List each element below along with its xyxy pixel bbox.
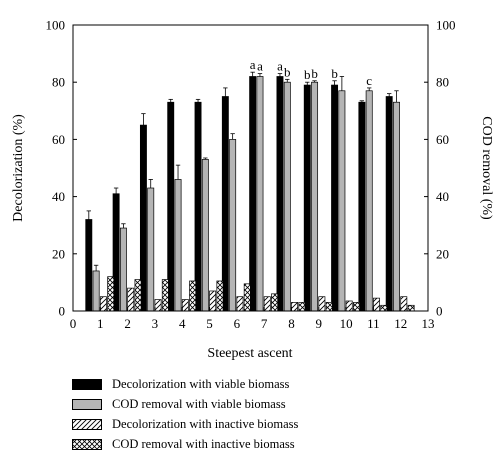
bar-inactive-cod xyxy=(161,279,169,312)
bar-inactive-decolorization xyxy=(345,300,353,312)
y-tick-label-right: 80 xyxy=(436,75,449,90)
significance-label: b xyxy=(304,67,311,82)
bar-viable-cod xyxy=(92,270,100,312)
bar-inactive-decolorization xyxy=(373,297,380,312)
significance-label: b xyxy=(284,64,291,79)
x-tick-label: 1 xyxy=(97,316,104,331)
bar-viable-cod xyxy=(174,179,182,312)
bar-inactive-decolorization xyxy=(263,296,271,312)
bar-viable-cod xyxy=(256,76,264,312)
significance-label: a xyxy=(277,59,283,74)
bar-viable-cod xyxy=(229,139,237,312)
bar-inactive-cod xyxy=(325,302,333,312)
bar-viable-cod xyxy=(311,81,319,312)
plot-frame xyxy=(72,24,429,312)
bar-inactive-decolorization xyxy=(99,296,107,312)
bar-viable-cod xyxy=(365,90,373,312)
y-tick-label-left: 80 xyxy=(52,75,65,90)
bar-viable-decolorization xyxy=(85,219,93,312)
x-tick-label: 5 xyxy=(206,316,213,331)
bar-viable-decolorization xyxy=(303,84,311,312)
bar-inactive-decolorization xyxy=(291,302,299,312)
bar-viable-decolorization xyxy=(221,96,229,312)
bar-inactive-decolorization xyxy=(236,296,244,312)
bar-viable-cod xyxy=(119,227,127,312)
significance-label: b xyxy=(311,66,318,81)
bar-viable-decolorization xyxy=(194,101,202,312)
legend-item: COD removal with viable biomass xyxy=(72,396,392,412)
bar-viable-decolorization xyxy=(249,76,257,312)
bar-viable-cod xyxy=(283,81,291,312)
bar-viable-cod xyxy=(338,90,346,312)
bar-inactive-decolorization xyxy=(154,299,162,312)
bar-inactive-decolorization xyxy=(209,290,217,312)
x-tick-label: 2 xyxy=(124,316,131,331)
x-tick-label: 12 xyxy=(394,316,407,331)
bar-viable-decolorization xyxy=(358,101,366,312)
legend-swatch-viable-decolorization xyxy=(72,378,102,390)
bar-viable-cod xyxy=(147,187,155,312)
y-tick-label-left: 20 xyxy=(52,246,65,261)
bar-inactive-cod xyxy=(271,293,279,312)
bar-inactive-cod xyxy=(134,279,142,312)
bar-inactive-decolorization xyxy=(181,299,189,312)
bar-viable-decolorization xyxy=(385,96,393,312)
legend-swatch-viable-cod xyxy=(72,398,102,410)
x-tick-label: 13 xyxy=(422,316,435,331)
bar-inactive-cod xyxy=(353,302,360,312)
bar-viable-decolorization xyxy=(276,76,284,312)
y-tick-label-left: 60 xyxy=(52,132,65,147)
legend-label: Decolorization with inactive biomass xyxy=(112,416,299,431)
x-tick-label: 3 xyxy=(152,316,159,331)
bar-inactive-cod xyxy=(380,304,388,312)
y-tick-label-right: 40 xyxy=(436,189,449,204)
y-tick-label-right: 100 xyxy=(436,18,456,33)
y-tick-label-left: 40 xyxy=(52,189,65,204)
legend-swatch-inactive-decolorization xyxy=(72,418,102,430)
significance-label: c xyxy=(366,73,372,88)
legend-label: COD removal with inactive biomass xyxy=(112,436,295,451)
x-tick-label: 11 xyxy=(367,316,380,331)
x-tick-label: 0 xyxy=(70,316,77,331)
legend-item: Decolorization with inactive biomass xyxy=(72,416,392,432)
significance-label: a xyxy=(250,57,256,72)
legend-swatch-inactive-cod xyxy=(72,438,102,450)
bar-inactive-decolorization xyxy=(318,296,326,312)
x-tick-label: 7 xyxy=(261,316,268,331)
significance-label: b xyxy=(331,66,338,81)
y-tick-label-right: 0 xyxy=(436,304,443,319)
bar-inactive-cod xyxy=(407,304,415,312)
x-tick-label: 6 xyxy=(234,316,241,331)
x-tick-label: 10 xyxy=(340,316,353,331)
bar-inactive-cod xyxy=(243,283,251,312)
bar-viable-cod xyxy=(393,101,400,312)
y-tick-label-right: 20 xyxy=(436,246,449,261)
bar-inactive-decolorization xyxy=(127,287,135,312)
y-axis-label-left: Decolorization (%) xyxy=(11,114,26,222)
bar-inactive-cod xyxy=(298,302,306,312)
bar-inactive-cod xyxy=(107,276,115,312)
legend-label: Decolorization with viable biomass xyxy=(112,376,290,391)
x-tick-label: 4 xyxy=(179,316,186,331)
legend-label: COD removal with viable biomass xyxy=(112,396,286,411)
y-tick-label-right: 60 xyxy=(436,132,449,147)
x-tick-label: 8 xyxy=(288,316,295,331)
significance-label: a xyxy=(257,59,263,74)
bar-inactive-cod xyxy=(216,280,224,312)
bar-inactive-cod xyxy=(189,280,197,312)
bar-viable-cod xyxy=(201,159,209,312)
bar-viable-decolorization xyxy=(331,84,339,312)
legend-item: Decolorization with viable biomass xyxy=(72,376,392,392)
x-tick-label: 9 xyxy=(316,316,323,331)
y-tick-label-left: 100 xyxy=(46,18,66,33)
y-tick-label-left: 0 xyxy=(59,304,66,319)
bar-inactive-decolorization xyxy=(400,296,408,312)
y-axis-label-right: COD removal (%) xyxy=(479,116,494,220)
x-axis-label: Steepest ascent xyxy=(207,346,292,361)
legend-item: COD removal with inactive biomass xyxy=(72,436,392,452)
